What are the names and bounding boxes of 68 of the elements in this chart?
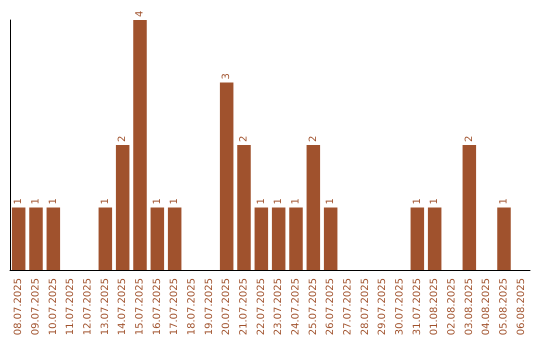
- x-tick-label: 09.07.2025: [30, 278, 42, 336]
- x-tick-label: 25.07.2025: [308, 278, 319, 336]
- x-tick-label: 20.07.2025: [221, 278, 232, 336]
- x-tick-label: 28.07.2025: [360, 278, 371, 336]
- bar: [410, 208, 424, 270]
- x-tick-label: 12.07.2025: [82, 278, 94, 336]
- bar: [237, 145, 251, 270]
- bar: [12, 208, 26, 270]
- x-tick-label: 04.08.2025: [481, 278, 492, 336]
- x-tick-label: 08.07.2025: [13, 278, 24, 336]
- data-label: 1: [429, 198, 440, 204]
- bar: [428, 208, 442, 270]
- x-tick-label: 10.07.2025: [48, 278, 59, 336]
- data-label: 1: [290, 198, 302, 204]
- bar: [306, 145, 320, 270]
- bar: [272, 208, 286, 270]
- bar: [289, 208, 303, 270]
- data-label: 1: [152, 198, 163, 204]
- x-tick-label: 11.07.2025: [65, 278, 76, 336]
- x-tick-label: 01.08.2025: [429, 278, 440, 336]
- x-tick-label: 19.07.2025: [204, 278, 215, 336]
- bar: [462, 145, 476, 270]
- x-tick-label: 21.07.2025: [238, 278, 250, 336]
- x-tick-label: 02.08.2025: [446, 278, 458, 336]
- bar: [220, 82, 234, 270]
- data-label: 1: [498, 198, 510, 204]
- x-tick-label: 05.08.2025: [498, 278, 510, 336]
- bar: [29, 208, 43, 270]
- bar: [497, 208, 511, 270]
- x-tick-label: 06.08.2025: [516, 278, 527, 336]
- x-tick-label: 29.07.2025: [377, 278, 388, 336]
- bar: [254, 208, 268, 270]
- x-tick-label: 23.07.2025: [273, 278, 284, 336]
- data-label: 2: [308, 136, 319, 142]
- data-label: 1: [100, 198, 111, 204]
- data-label: 1: [13, 198, 24, 204]
- x-tick-label: 26.07.2025: [325, 278, 336, 336]
- x-tick-label: 31.07.2025: [412, 278, 423, 336]
- x-tick-label: 14.07.2025: [117, 278, 128, 336]
- bar: [168, 208, 182, 270]
- x-tick-label: 16.07.2025: [152, 278, 163, 336]
- data-label: 1: [169, 198, 180, 204]
- bar: [116, 145, 130, 270]
- x-tick-label: 15.07.2025: [134, 278, 146, 336]
- data-label: 1: [256, 198, 267, 204]
- x-tick-label: 30.07.2025: [394, 278, 406, 336]
- data-label: 2: [238, 136, 250, 142]
- data-label: 1: [412, 198, 423, 204]
- data-label: 1: [48, 198, 59, 204]
- x-tick-label: 24.07.2025: [290, 278, 302, 336]
- bar: [133, 20, 147, 270]
- x-tick-label: 17.07.2025: [169, 278, 180, 336]
- x-tick-label: 18.07.2025: [186, 278, 198, 336]
- data-label: 4: [134, 10, 146, 17]
- x-tick-label: 03.08.2025: [464, 278, 475, 336]
- bar: [150, 208, 164, 270]
- bar: [46, 208, 60, 270]
- data-label: 1: [273, 198, 284, 204]
- data-label: 2: [117, 136, 128, 142]
- data-label: 3: [221, 73, 232, 80]
- data-label: 1: [325, 198, 336, 204]
- data-label: 1: [30, 198, 42, 204]
- data-label: 2: [464, 136, 475, 142]
- bar: [98, 208, 112, 270]
- x-tick-label: 13.07.2025: [100, 278, 111, 336]
- bar: [324, 208, 338, 270]
- x-tick-label: 27.07.2025: [342, 278, 354, 336]
- x-tick-label: 22.07.2025: [256, 278, 267, 336]
